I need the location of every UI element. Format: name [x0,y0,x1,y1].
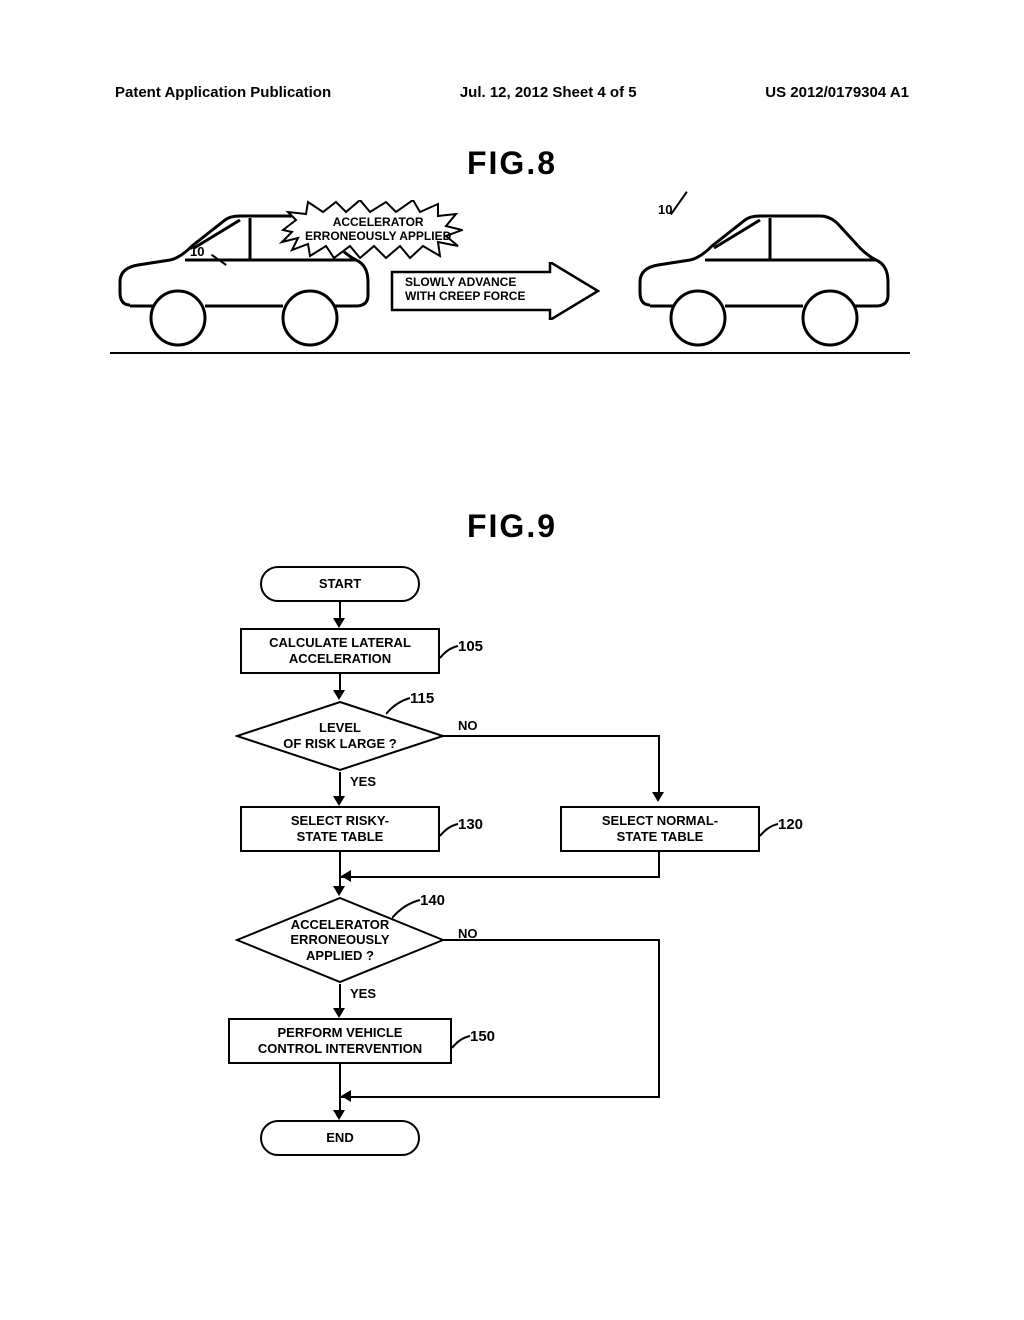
fig8-title: FIG.8 [467,145,557,182]
step-leader [440,822,460,838]
node-risk: LEVEL OF RISK LARGE ? [235,700,445,772]
fig8-diagram: 10 ACCELERATOR ERRONEOUSLY APPLIED SLOWL… [110,200,910,380]
node-calc: CALCULATE LATERAL ACCELERATION [240,628,440,674]
fig8-burst-line2: ERRONEOUSLY APPLIED [305,229,451,243]
arrow-icon [333,886,345,896]
step-115: 115 [410,690,434,707]
step-leader [386,696,412,716]
conn [339,1096,660,1098]
page-header: Patent Application Publication Jul. 12, … [0,84,1024,101]
arrow-icon [333,1110,345,1120]
node-normal-label: SELECT NORMAL- STATE TABLE [602,813,718,844]
node-calc-label: CALCULATE LATERAL ACCELERATION [269,635,411,666]
branch-risk-no: NO [458,718,478,733]
step-120: 120 [778,816,803,833]
arrow-icon [333,618,345,628]
step-leader [760,822,780,838]
conn [443,735,660,737]
fig8-ground-line [110,352,910,354]
step-105: 105 [458,638,483,655]
header-right: US 2012/0179304 A1 [765,84,909,101]
arrow-icon [652,792,664,802]
fig8-arrow-line1: SLOWLY ADVANCE [405,275,516,289]
node-risky-label: SELECT RISKY- STATE TABLE [291,813,389,844]
conn [339,1064,341,1116]
node-end-label: END [326,1130,353,1146]
branch-accel-yes: YES [350,986,376,1001]
arrow-icon [341,1090,351,1102]
node-intervene-label: PERFORM VEHICLE CONTROL INTERVENTION [258,1025,422,1056]
node-accel-label: ACCELERATOR ERRONEOUSLY APPLIED ? [266,917,413,964]
node-start-label: START [319,576,361,592]
fig8-arrow-text: SLOWLY ADVANCE WITH CREEP FORCE [405,276,525,304]
node-end: END [260,1120,420,1156]
conn [658,852,660,876]
node-normal: SELECT NORMAL- STATE TABLE [560,806,760,852]
branch-risk-yes: YES [350,774,376,789]
fig8-burst-line1: ACCELERATOR [333,215,424,229]
step-140: 140 [420,892,445,909]
header-left: Patent Application Publication [115,84,331,101]
node-intervene: PERFORM VEHICLE CONTROL INTERVENTION [228,1018,452,1064]
arrow-icon [333,796,345,806]
conn [658,939,660,1096]
fig8-burst-text: ACCELERATOR ERRONEOUSLY APPLIED [305,216,451,244]
header-center: Jul. 12, 2012 Sheet 4 of 5 [460,84,637,101]
fig9-flowchart: START CALCULATE LATERAL ACCELERATION 105… [210,566,830,1226]
conn [658,735,660,798]
arrow-icon [341,870,351,882]
fig8-arrow-line2: WITH CREEP FORCE [405,289,525,303]
arrow-icon [333,690,345,700]
conn [339,876,660,878]
step-leader [452,1034,472,1050]
step-leader [440,644,460,660]
node-risky: SELECT RISKY- STATE TABLE [240,806,440,852]
conn [443,939,660,941]
step-130: 130 [458,816,483,833]
step-150: 150 [470,1028,495,1045]
node-risk-label: LEVEL OF RISK LARGE ? [259,720,420,751]
fig9-title: FIG.9 [467,508,557,545]
node-start: START [260,566,420,602]
fig8-car-right [630,210,890,350]
arrow-icon [333,1008,345,1018]
